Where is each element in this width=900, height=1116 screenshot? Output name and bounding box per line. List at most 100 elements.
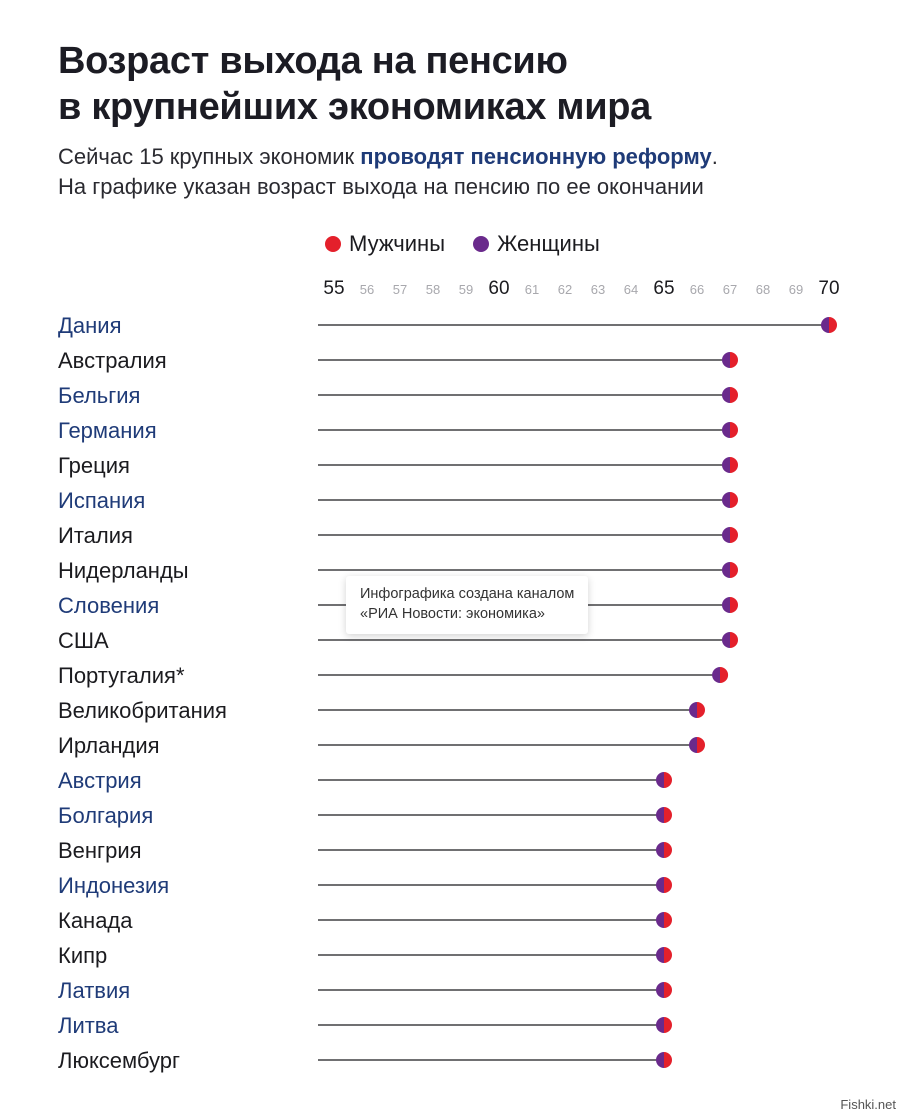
row-13: Ирландия bbox=[58, 733, 705, 758]
country-label: Испания bbox=[58, 488, 145, 513]
country-label: Нидерланды bbox=[58, 558, 189, 583]
row-12: Великобритания bbox=[58, 698, 705, 723]
data-point bbox=[656, 947, 672, 963]
data-point bbox=[712, 667, 729, 683]
data-point bbox=[689, 702, 705, 718]
x-tick-label-59: 59 bbox=[459, 282, 473, 297]
row-6: Испания bbox=[58, 488, 738, 513]
data-point bbox=[689, 737, 705, 753]
country-label: Португалия* bbox=[58, 663, 185, 688]
x-tick-label-56: 56 bbox=[360, 282, 374, 297]
row-11: Португалия* bbox=[58, 663, 729, 688]
watermark: Fishki.net bbox=[840, 1097, 896, 1112]
country-label: Великобритания bbox=[58, 698, 227, 723]
data-point bbox=[722, 527, 738, 543]
data-point bbox=[722, 457, 738, 473]
row-3: Бельгия bbox=[58, 383, 738, 408]
chart-title-line-2: в крупнейших экономиках мира bbox=[58, 86, 652, 128]
country-label: Канада bbox=[58, 908, 133, 933]
country-label: Венгрия bbox=[58, 838, 142, 863]
legend-men-label: Мужчины bbox=[349, 231, 446, 256]
row-1: Дания bbox=[58, 313, 837, 338]
x-tick-label-61: 61 bbox=[525, 282, 539, 297]
legend-item-women: Женщины bbox=[473, 231, 600, 257]
data-point bbox=[656, 982, 672, 998]
credit-note-line-2: «РИА Новости: экономика» bbox=[360, 606, 545, 622]
x-tick-label-69: 69 bbox=[789, 282, 803, 297]
subtitle-post: . bbox=[711, 144, 718, 169]
data-point bbox=[722, 562, 738, 578]
x-tick-label-63: 63 bbox=[591, 282, 605, 297]
chart-subtitle: Сейчас 15 крупных экономик проводят пенс… bbox=[58, 142, 718, 202]
data-point bbox=[722, 492, 738, 508]
country-label: Индонезия bbox=[58, 873, 169, 898]
country-label: Литва bbox=[58, 1013, 119, 1038]
legend-item-men: Мужчины bbox=[325, 231, 445, 257]
data-point bbox=[656, 772, 672, 788]
row-10: США bbox=[58, 628, 738, 653]
x-tick-label-62: 62 bbox=[558, 282, 572, 297]
data-point bbox=[656, 842, 672, 858]
country-label: Австрия bbox=[58, 768, 142, 793]
subtitle-line-1: Сейчас 15 крупных экономик проводят пенс… bbox=[58, 142, 718, 172]
x-tick-label-64: 64 bbox=[624, 282, 638, 297]
row-16: Венгрия bbox=[58, 838, 672, 863]
credit-note: Инфографика создана каналом «РИА Новости… bbox=[346, 576, 589, 634]
legend-women-label: Женщины bbox=[497, 231, 600, 256]
data-point bbox=[722, 597, 738, 613]
country-label: США bbox=[58, 628, 109, 653]
country-label: Ирландия bbox=[58, 733, 160, 758]
country-label: Болгария bbox=[58, 803, 153, 828]
row-8: Нидерланды bbox=[58, 558, 738, 583]
country-label: Греция bbox=[58, 453, 130, 478]
row-18: Канада bbox=[58, 908, 672, 933]
x-tick-label-65: 65 bbox=[653, 278, 674, 299]
data-point bbox=[722, 632, 738, 648]
x-tick-label-66: 66 bbox=[690, 282, 704, 297]
country-label: Бельгия bbox=[58, 383, 140, 408]
data-point bbox=[821, 317, 837, 333]
data-point bbox=[722, 422, 738, 438]
row-2: Австралия bbox=[58, 348, 738, 373]
row-4: Германия bbox=[58, 418, 738, 443]
legend-women-dot-icon bbox=[473, 236, 490, 252]
row-20: Латвия bbox=[58, 978, 672, 1003]
subtitle-highlight: проводят пенсионную реформу bbox=[360, 144, 712, 169]
x-tick-label-58: 58 bbox=[426, 282, 440, 297]
subtitle-pre: Сейчас 15 крупных экономик bbox=[58, 144, 361, 169]
country-label: Кипр bbox=[58, 943, 107, 968]
data-point bbox=[656, 877, 672, 893]
country-label: Италия bbox=[58, 523, 133, 548]
credit-note-line-1: Инфографика создана каналом bbox=[360, 586, 575, 602]
legend-men-dot-icon bbox=[325, 236, 341, 252]
chart-title-line-1: Возраст выхода на пенсию bbox=[58, 40, 568, 82]
row-17: Индонезия bbox=[58, 873, 672, 898]
x-tick-label-67: 67 bbox=[723, 282, 737, 297]
data-point bbox=[722, 387, 738, 403]
row-14: Австрия bbox=[58, 768, 672, 793]
x-tick-label-70: 70 bbox=[818, 278, 839, 299]
row-19: Кипр bbox=[58, 943, 672, 968]
data-point bbox=[656, 1017, 672, 1033]
data-point bbox=[656, 912, 672, 928]
country-label: Дания bbox=[58, 313, 122, 338]
chart-title: Возраст выхода на пенсию в крупнейших эк… bbox=[58, 38, 651, 130]
row-15: Болгария bbox=[58, 803, 672, 828]
subtitle-line-2: На графике указан возраст выхода на пенс… bbox=[58, 174, 704, 199]
country-label: Латвия bbox=[58, 978, 130, 1003]
chart-legend: Мужчины Женщины bbox=[325, 231, 628, 257]
country-label: Люксембург bbox=[58, 1048, 180, 1073]
x-tick-label-55: 55 bbox=[323, 278, 344, 299]
row-21: Литва bbox=[58, 1013, 672, 1038]
data-point bbox=[656, 1052, 672, 1068]
country-label: Австралия bbox=[58, 348, 167, 373]
country-label: Германия bbox=[58, 418, 157, 443]
x-tick-label-60: 60 bbox=[488, 278, 509, 299]
data-point bbox=[722, 352, 738, 368]
x-tick-label-57: 57 bbox=[393, 282, 407, 297]
row-7: Италия bbox=[58, 523, 738, 548]
data-point bbox=[656, 807, 672, 823]
x-tick-label-68: 68 bbox=[756, 282, 770, 297]
row-5: Греция bbox=[58, 453, 738, 478]
row-22: Люксембург bbox=[58, 1048, 672, 1073]
